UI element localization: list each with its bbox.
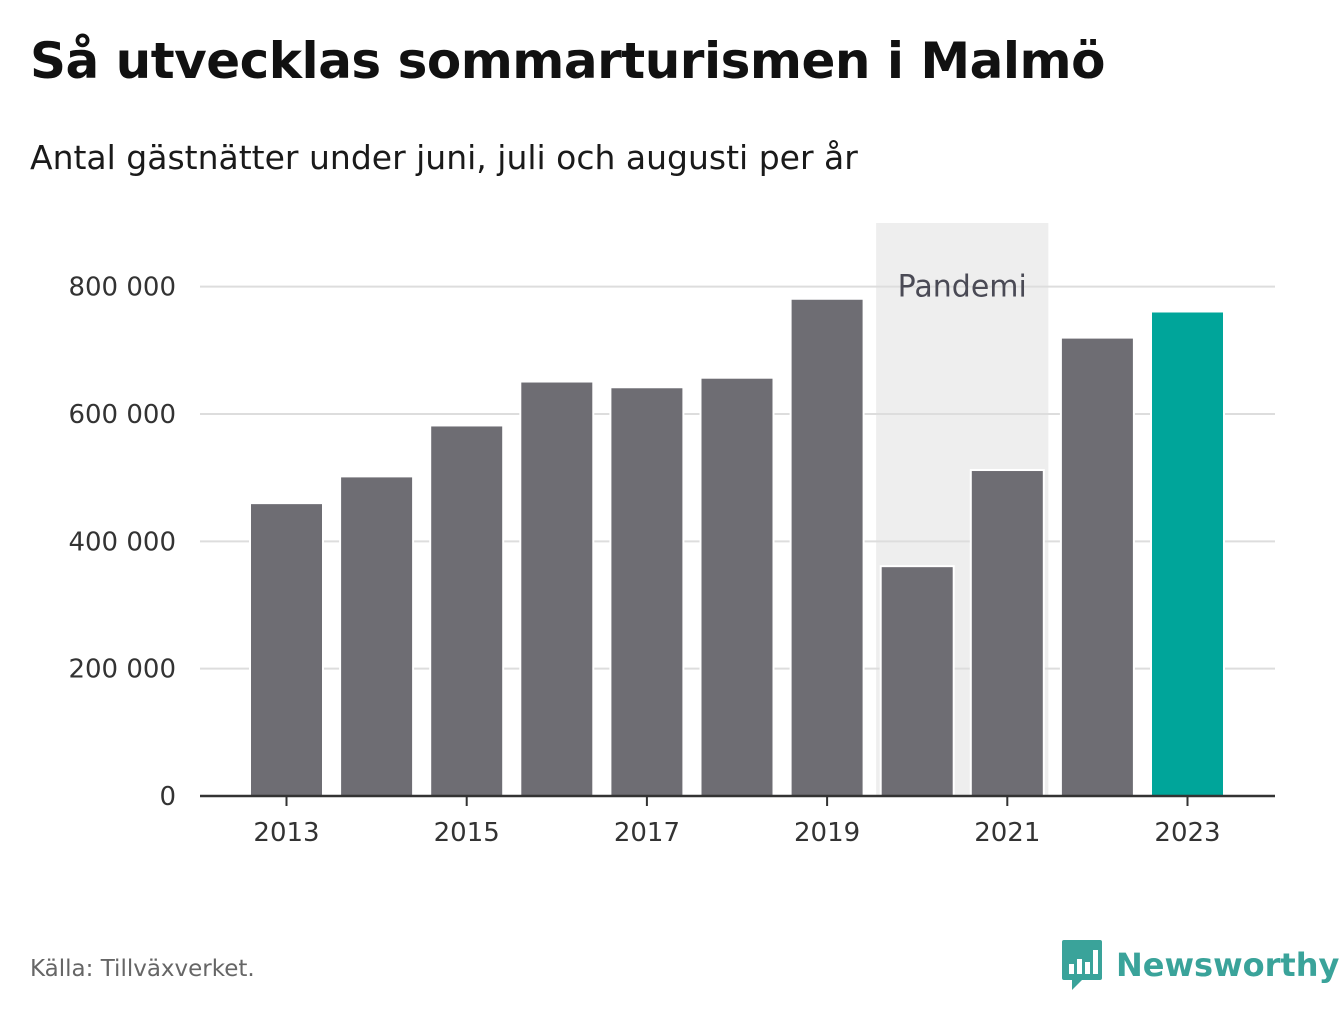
bar-2014 (339, 475, 415, 797)
y-tick-label: 800 000 (68, 273, 176, 303)
bar-2022 (1059, 336, 1135, 797)
y-tick-label: 600 000 (68, 400, 176, 430)
bar-chart: Pandemi 0 200 000 400 000 600 000 800 000 2013… (68, 223, 1275, 848)
chart-title: Så utvecklas sommarturismen i Malmö (30, 32, 1106, 90)
y-tick-label: 400 000 (68, 527, 176, 557)
bar-2023 (1150, 310, 1225, 797)
x-tick-label: 2015 (434, 818, 500, 848)
bar-2018 (699, 376, 775, 797)
bar-2020 (879, 565, 955, 797)
y-tick-label: 200 000 (68, 655, 176, 685)
x-tick-label: 2013 (253, 818, 319, 848)
pandemic-label: Pandemi (898, 270, 1027, 305)
bar-2017 (609, 386, 685, 797)
bar-2015 (429, 424, 505, 797)
brand-logo: Newsworthy (1060, 938, 1339, 992)
x-tick-label: 2017 (614, 818, 680, 848)
brand-name: Newsworthy (1116, 946, 1340, 984)
y-tick-label: 0 (159, 782, 176, 812)
bar-2013 (249, 502, 324, 797)
bar-2016 (519, 380, 595, 797)
source-note: Källa: Tillväxverket. (30, 956, 255, 982)
bar-2019 (789, 297, 865, 797)
x-tick-label: 2019 (794, 818, 860, 848)
chart-subtitle: Antal gästnätter under juni, juli och au… (30, 138, 858, 177)
newsworthy-logo-icon (1062, 940, 1102, 990)
bar-2021 (969, 469, 1045, 797)
x-tick-label: 2023 (1154, 818, 1220, 848)
x-tick-label: 2021 (974, 818, 1040, 848)
